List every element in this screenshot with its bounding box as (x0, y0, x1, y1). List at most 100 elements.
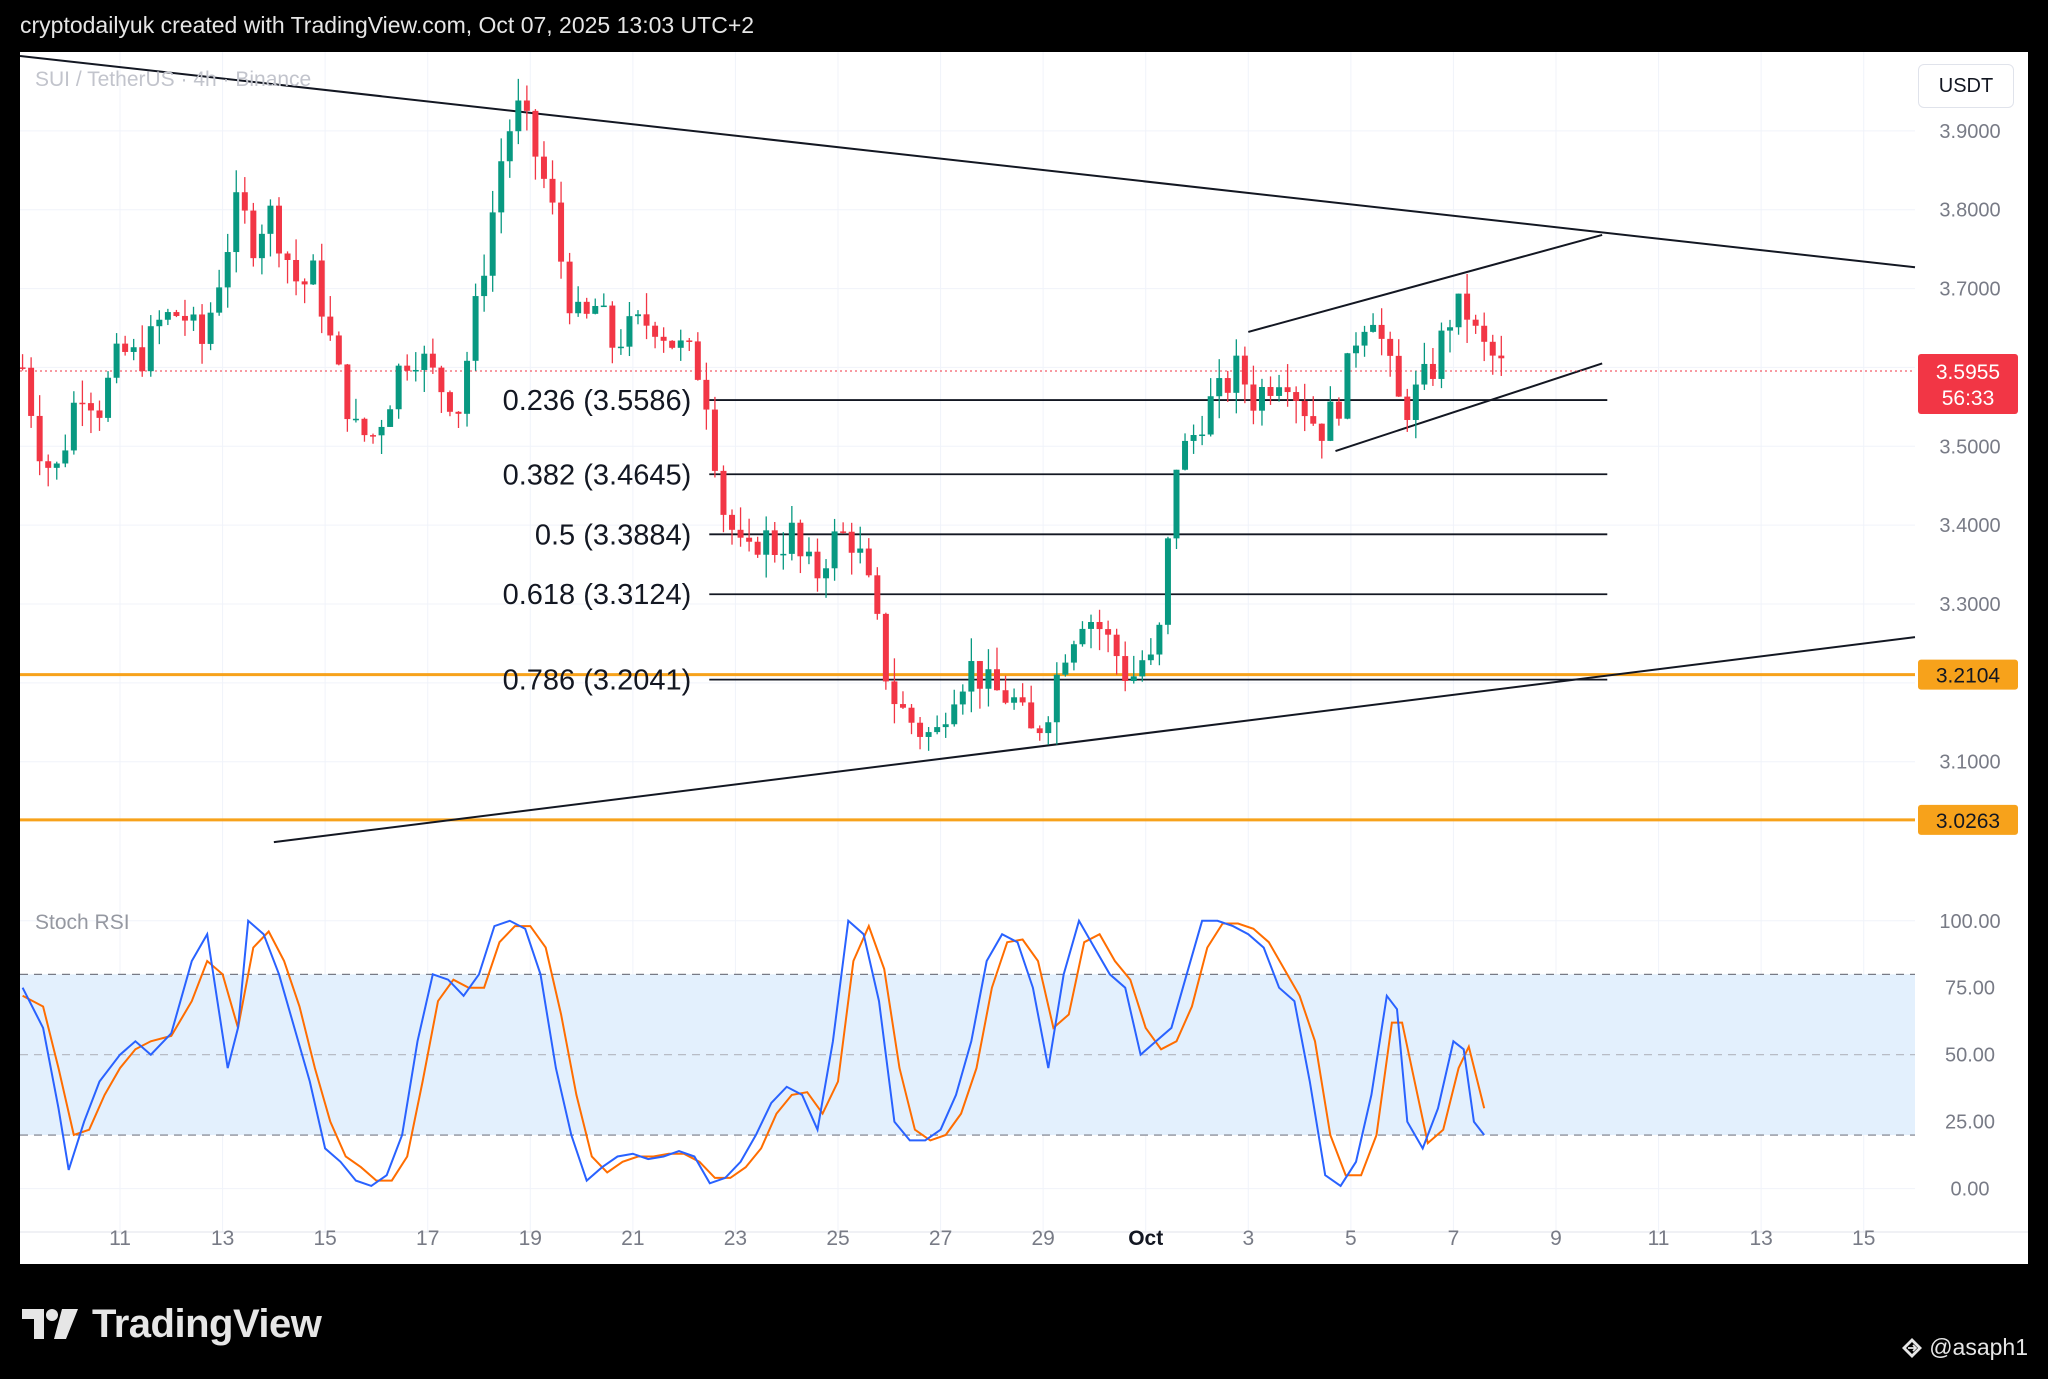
candle-body (310, 260, 317, 285)
candle-body (1250, 384, 1257, 411)
candle-body (1216, 378, 1223, 397)
candle-body (276, 205, 282, 254)
candle-body (1421, 363, 1428, 385)
candle-body (96, 410, 103, 418)
symbol-label[interactable]: SUI / TetherUS · 4h · Binance (35, 68, 312, 91)
candle-body (515, 100, 522, 132)
candle-body (446, 392, 453, 412)
candle-body (771, 530, 778, 555)
candle-body (1070, 644, 1077, 663)
candle-body (1224, 378, 1231, 393)
candle-body (797, 522, 804, 557)
price-tick-label: 3.1000 (1939, 752, 2000, 774)
tradingview-logo[interactable]: TradingView (22, 1298, 322, 1350)
author-handle[interactable]: @asaph1 (1901, 1334, 2028, 1361)
candle-body (105, 377, 112, 418)
chart-panel[interactable]: 0.236 (3.5586) 0.382 (3.4645) 0.5 (3.3884)… (20, 52, 2028, 1264)
candle-body (523, 100, 530, 111)
candle-body (1105, 629, 1112, 635)
fib-label: 0.786 (3.2041) (503, 665, 692, 697)
candle-body (1361, 331, 1368, 346)
candle-body (968, 661, 975, 692)
candle-body (1455, 293, 1462, 328)
candle-body (318, 260, 325, 317)
candle-body (130, 347, 137, 352)
candle-body (1113, 634, 1120, 657)
drawings (20, 54, 1916, 844)
candle-body (1182, 440, 1189, 470)
candle-body (934, 727, 941, 733)
candle-body (489, 212, 496, 276)
candle-body (1327, 401, 1334, 441)
time-tick-label: 25 (826, 1227, 849, 1250)
candle-body (874, 575, 881, 614)
price-tick-label: 3.7000 (1939, 279, 2000, 301)
stoch-tick-label: 0.00 (1951, 1179, 1990, 1201)
candle-body (464, 360, 471, 414)
level-badge-label: 3.2104 (1936, 665, 2001, 688)
candle-body (28, 367, 35, 416)
time-tick-label: 27 (929, 1227, 952, 1250)
trendline-channel-upper (1248, 233, 1603, 333)
time-tick-label: 23 (724, 1227, 747, 1250)
candle-body (1489, 341, 1496, 356)
candle-body (421, 353, 428, 370)
stoch-k-line (21, 918, 1485, 1188)
candle-body (1199, 434, 1206, 437)
fib-label: 0.618 (3.3124) (503, 579, 692, 611)
candle-body (1139, 660, 1146, 677)
candle-body (848, 531, 855, 553)
candle-body (216, 287, 223, 313)
stoch-rsi-label[interactable]: Stoch RSI (35, 911, 130, 934)
candle-body (1011, 697, 1018, 703)
time-tick-label: 3 (1242, 1227, 1254, 1250)
candle-body (164, 312, 171, 320)
price-tick-label: 3.9000 (1939, 121, 2000, 143)
candle-body (1404, 396, 1411, 420)
candle-body (549, 178, 556, 203)
candle-body (1352, 345, 1359, 354)
candle-body (592, 305, 599, 314)
candle-body (1429, 363, 1436, 379)
tradingview-logo-icon (22, 1309, 78, 1339)
candle-body (412, 369, 419, 372)
fib-label: 0.236 (3.5586) (503, 385, 692, 417)
candle-body (335, 335, 342, 365)
candle-body (224, 252, 231, 288)
candle-body (1019, 697, 1026, 703)
candle-body (250, 210, 257, 259)
candle-body (1096, 621, 1103, 630)
candle-body (1233, 355, 1240, 393)
price-chart[interactable]: 0.236 (3.5586) 0.382 (3.4645) 0.5 (3.3884)… (20, 52, 2028, 1264)
candle-body (53, 463, 60, 468)
candle-body (233, 192, 240, 253)
candle-body (1447, 327, 1454, 331)
level-badge-label: 3.0263 (1936, 810, 2000, 833)
candle-body (79, 402, 86, 405)
candle-body (634, 314, 641, 317)
candle-body (1438, 330, 1445, 379)
candle-body (814, 551, 821, 579)
time-tick-label: 17 (416, 1227, 439, 1250)
candle-body (985, 669, 992, 689)
candle-body (87, 403, 94, 411)
candle-body (327, 316, 334, 336)
candle-body (575, 301, 582, 314)
candle-body (993, 669, 1000, 691)
candle-body (1079, 628, 1086, 645)
candle-body (959, 691, 966, 705)
currency-button[interactable]: USDT (1918, 64, 2014, 108)
candle-body (788, 522, 795, 554)
time-tick-label: Oct (1128, 1227, 1163, 1250)
candle-body (1395, 355, 1402, 397)
candle-body (1310, 416, 1317, 424)
trendline-descending-resistance (20, 54, 1916, 269)
candle-body (694, 341, 701, 380)
candle-body (498, 161, 505, 213)
candle-body (583, 301, 590, 314)
candle-body (540, 156, 547, 179)
stoch-tick-label: 100.00 (1939, 911, 2000, 933)
time-tick-label: 11 (1648, 1227, 1670, 1250)
candle-body (173, 312, 180, 316)
time-tick-label: 9 (1550, 1227, 1562, 1250)
